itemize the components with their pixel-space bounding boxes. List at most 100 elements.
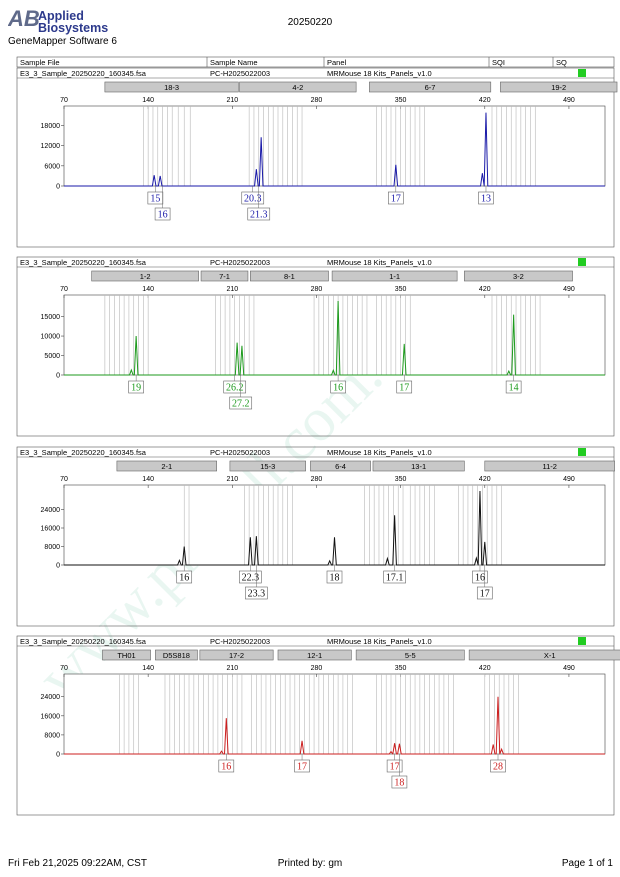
x-tick-label: 70 <box>60 665 68 672</box>
report-date: 20250220 <box>287 17 333 28</box>
marker-label: 6-7 <box>425 83 436 92</box>
allele-call-box <box>383 570 406 584</box>
allele-call-box <box>294 759 310 773</box>
sample-name: PC-H2025022003 <box>210 637 270 646</box>
print-timestamp: Fri Feb 21,2025 09:22AM, CST <box>8 858 147 869</box>
marker-12-1 <box>277 649 352 661</box>
x-tick-label: 350 <box>395 476 407 483</box>
marker-label: 2-1 <box>161 462 172 471</box>
marker-label: 1-2 <box>140 272 151 281</box>
allele-call-box <box>472 570 488 584</box>
allele-call-label: 15 <box>150 194 160 205</box>
panel-name: MRMouse 18 Kits_Panels_v1.0 <box>327 448 432 457</box>
sample-name: PC-H2025022003 <box>210 69 270 78</box>
panel-frame <box>16 67 615 248</box>
allele-call-box <box>505 380 522 394</box>
plot-area <box>63 673 606 755</box>
x-tick-label: 210 <box>226 97 238 104</box>
marker-18-3 <box>104 81 239 93</box>
allele-call-label: 20.3 <box>244 194 262 205</box>
allele-call-box <box>247 207 271 221</box>
allele-call-label: 19 <box>131 383 141 394</box>
sample-panel-1: E3_3_Sample_20250220_160345.fsa PC-H20250… <box>16 67 618 248</box>
x-tick-label: 280 <box>311 97 323 104</box>
column-header-sample-file: Sample File <box>20 58 60 67</box>
panel-name: MRMouse 18 Kits_Panels_v1.0 <box>327 637 432 646</box>
y-tick-label: 6000 <box>44 163 60 170</box>
sample-name: PC-H2025022003 <box>210 448 270 457</box>
sample-file: E3_3_Sample_20250220_160345.fsa <box>20 258 147 267</box>
allele-call-label: 26.2 <box>226 383 244 394</box>
y-tick-label: 16000 <box>41 526 61 533</box>
x-tick-label: 140 <box>142 97 154 104</box>
marker-label: 18-3 <box>164 83 179 92</box>
x-tick-label: 490 <box>563 286 575 293</box>
allele-call-box <box>326 570 343 584</box>
sample-panel-2: E3_3_Sample_20250220_160345.fsa PC-H20250… <box>16 256 615 437</box>
printed-by: Printed by: gm <box>277 858 343 869</box>
logo-text-biosystems: Biosystems <box>38 21 108 35</box>
sq-status-flag <box>578 258 586 266</box>
x-tick-label: 210 <box>226 665 238 672</box>
panel-frame <box>16 446 615 627</box>
plot-area <box>63 484 606 566</box>
allele-call-box <box>386 759 403 773</box>
allele-call-label: 14 <box>509 383 519 394</box>
marker-11-2 <box>484 460 615 472</box>
marker-label: TH01 <box>117 651 135 660</box>
y-tick-label: 15000 <box>41 314 61 321</box>
plot-area <box>63 105 606 187</box>
y-tick-label: 16000 <box>41 713 61 720</box>
y-tick-label: 24000 <box>41 694 61 701</box>
x-tick-label: 280 <box>311 665 323 672</box>
allele-call-label: 23.3 <box>248 589 266 600</box>
allele-call-box <box>128 380 144 394</box>
marker-label: 17-2 <box>229 651 244 660</box>
marker-D5S818 <box>155 649 198 661</box>
marker-label: 11-2 <box>542 462 556 471</box>
marker-label: D5S818 <box>163 651 190 660</box>
y-tick-label: 24000 <box>41 507 61 514</box>
allele-call-box <box>176 570 193 584</box>
allele-call-box <box>245 586 268 600</box>
marker-3-2 <box>464 270 573 282</box>
marker-X-1 <box>468 649 620 661</box>
allele-call-label: 17 <box>391 194 401 205</box>
marker-TH01 <box>102 649 151 661</box>
x-tick-label: 350 <box>395 97 407 104</box>
allele-call-box <box>147 191 164 205</box>
column-header-bar <box>16 56 615 68</box>
marker-label: 8-1 <box>284 272 295 281</box>
marker-label: 19-2 <box>551 83 566 92</box>
sq-status-flag <box>578 69 586 77</box>
allele-call-box <box>241 191 265 205</box>
x-tick-label: 490 <box>563 665 575 672</box>
marker-15-3 <box>229 460 306 472</box>
marker-label: 5-5 <box>405 651 416 660</box>
column-header-panel: Panel <box>327 58 347 67</box>
logo-text-applied: Applied <box>38 9 84 23</box>
allele-call-box <box>388 191 404 205</box>
allele-call-label: 16 <box>333 383 343 394</box>
x-tick-label: 350 <box>395 665 407 672</box>
y-tick-label: 0 <box>56 373 60 380</box>
x-tick-label: 280 <box>311 286 323 293</box>
panel-name: MRMouse 18 Kits_Panels_v1.0 <box>327 69 432 78</box>
marker-6-4 <box>310 460 371 472</box>
x-tick-label: 350 <box>395 286 407 293</box>
x-tick-label: 70 <box>60 476 68 483</box>
allele-call-label: 21.3 <box>250 210 268 221</box>
allele-call-box <box>490 759 506 773</box>
marker-label: 4-2 <box>292 83 303 92</box>
marker-7-1 <box>200 270 249 282</box>
x-tick-label: 420 <box>479 97 491 104</box>
x-tick-label: 210 <box>226 476 238 483</box>
marker-1-2 <box>91 270 199 282</box>
allele-call-label: 17 <box>297 762 307 773</box>
allele-call-label: 17.1 <box>386 573 404 584</box>
allele-call-box <box>229 396 253 410</box>
column-header-sqi: SQI <box>492 58 505 67</box>
marker-8-1 <box>250 270 329 282</box>
y-tick-label: 12000 <box>41 143 61 150</box>
marker-label: 3-2 <box>513 272 524 281</box>
